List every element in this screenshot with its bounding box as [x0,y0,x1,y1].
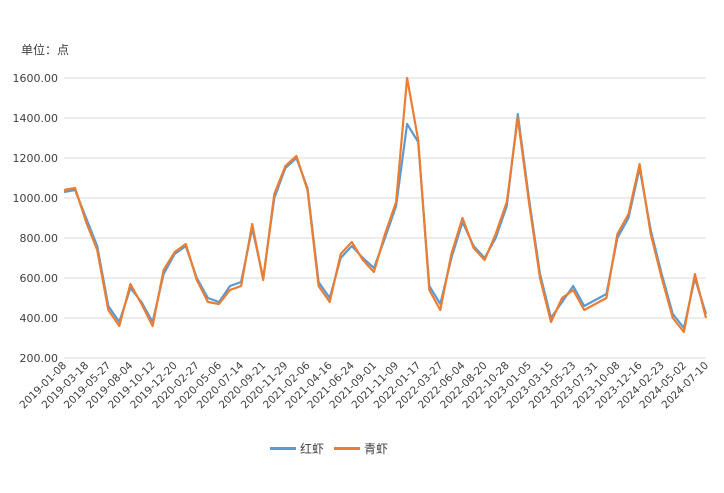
y-tick-label: 800.00 [20,232,59,245]
y-tick-label: 1600.00 [13,72,59,85]
series-lines [63,76,708,334]
legend-swatch-red-shrimp [270,447,296,450]
series-line-red-shrimp [63,112,708,330]
y-tick-label: 1400.00 [13,112,59,125]
legend-label-red-shrimp: 红虾 [300,442,325,456]
y-tick-label: 200.00 [20,352,59,365]
y-tick-label: 400.00 [20,312,59,325]
y-axis-ticks: 200.00 400.00 600.00 800.00 1000.00 1200.00 14… [13,72,59,365]
y-tick-label: 1000.00 [13,192,59,205]
series-line-green-shrimp [63,76,708,334]
y-tick-label: 600.00 [20,272,59,285]
x-axis-ticks: 2019-01-082019-03-182019-05-272019-08-04… [17,359,711,411]
legend: 红虾 青虾 [270,440,388,457]
grid-lines [64,77,706,359]
legend-swatch-green-shrimp [334,447,361,450]
legend-item-red-shrimp: 红虾 [270,440,324,457]
legend-label-green-shrimp: 青虾 [364,442,389,456]
unit-label: 单位：点 [21,43,70,57]
legend-item-green-shrimp: 青虾 [334,440,388,457]
y-tick-label: 1200.00 [13,152,59,165]
